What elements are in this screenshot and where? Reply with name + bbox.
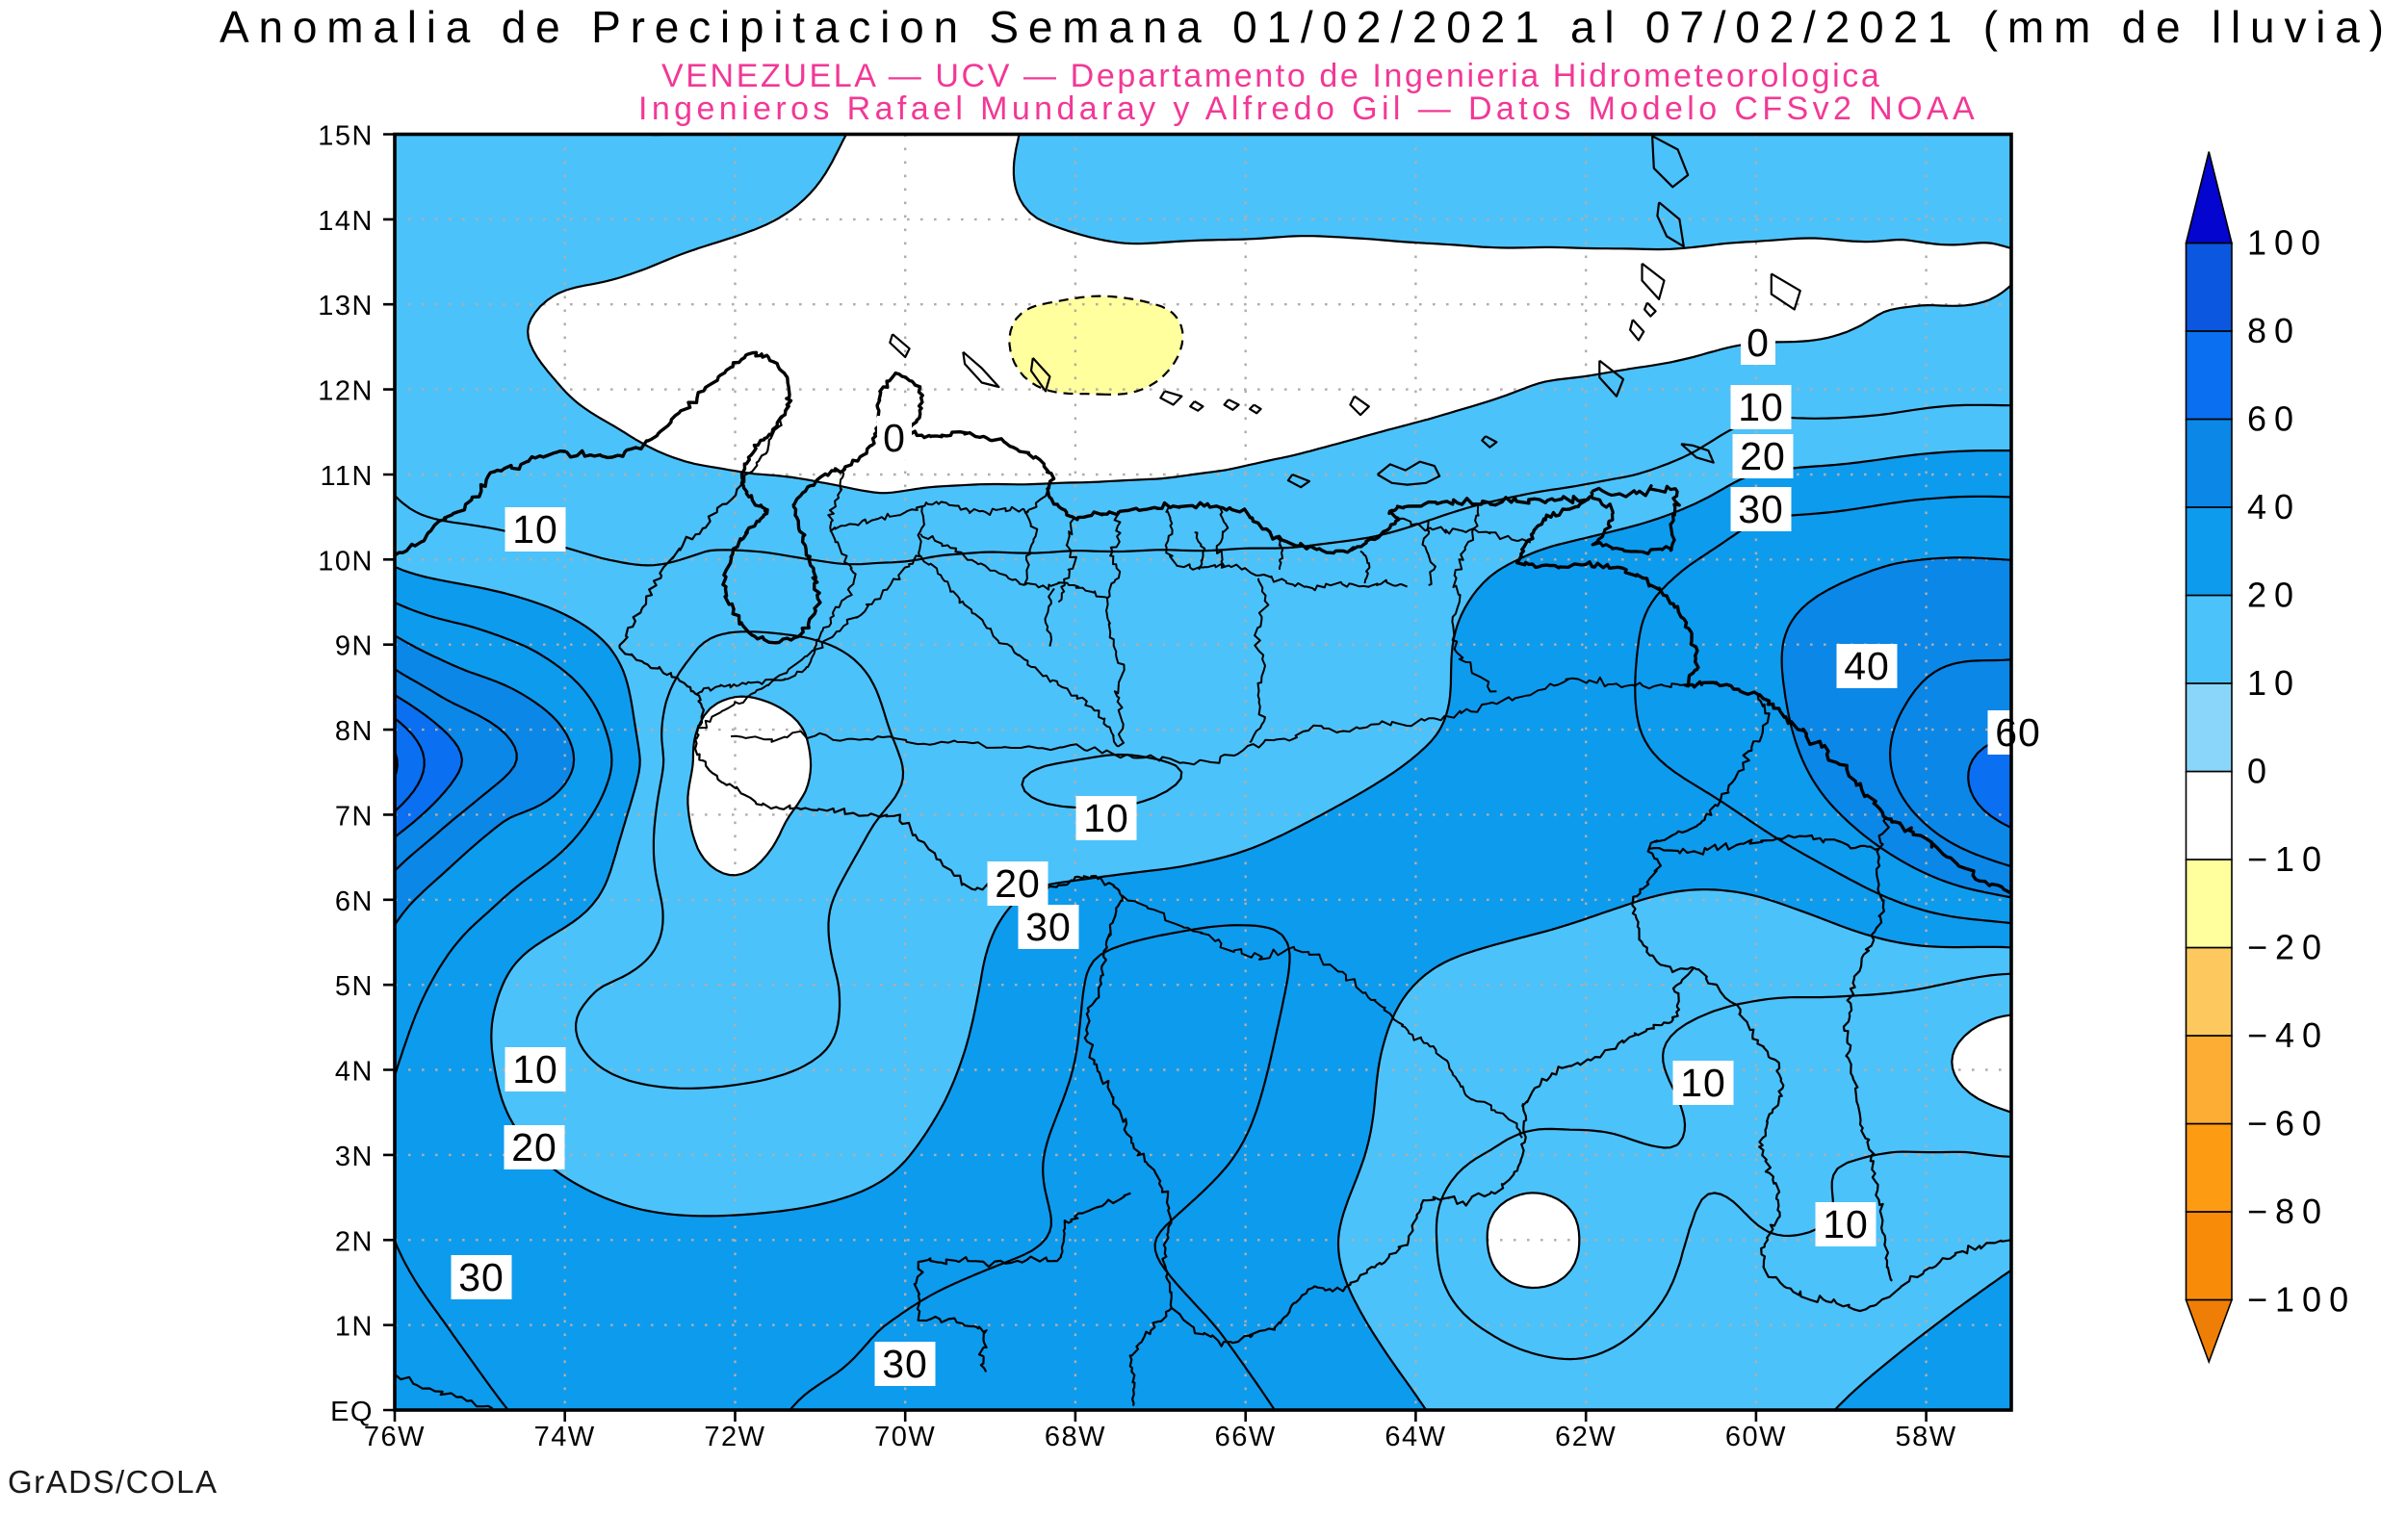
svg-text:15N: 15N: [318, 121, 374, 152]
svg-text:0: 0: [1747, 321, 1770, 365]
svg-text:60W: 60W: [1725, 1422, 1787, 1452]
svg-text:62W: 62W: [1555, 1422, 1617, 1452]
svg-text:4N: 4N: [335, 1057, 374, 1088]
svg-text:−20: −20: [2247, 928, 2329, 967]
svg-text:7N: 7N: [335, 801, 374, 832]
svg-text:100: 100: [2247, 223, 2328, 263]
svg-text:2N: 2N: [335, 1226, 374, 1257]
svg-text:30: 30: [1025, 905, 1072, 949]
svg-text:8N: 8N: [335, 716, 374, 747]
svg-text:GrADS/COLA: GrADS/COLA: [8, 1464, 219, 1500]
svg-text:64W: 64W: [1385, 1422, 1446, 1452]
svg-text:−40: −40: [2247, 1015, 2329, 1055]
svg-text:66W: 66W: [1215, 1422, 1277, 1452]
svg-text:30: 30: [458, 1255, 505, 1299]
svg-text:10: 10: [1823, 1202, 1869, 1246]
svg-text:Anomalia de Precipitacion Sema: Anomalia de Precipitacion Semana 01/02/2…: [220, 2, 2394, 52]
svg-text:−60: −60: [2247, 1104, 2329, 1143]
svg-text:60: 60: [2247, 399, 2301, 439]
svg-text:EQ: EQ: [330, 1397, 374, 1427]
svg-text:10: 10: [1738, 385, 1784, 429]
svg-text:74W: 74W: [534, 1422, 596, 1452]
svg-text:30: 30: [1738, 487, 1784, 531]
svg-text:11N: 11N: [320, 461, 374, 492]
svg-text:5N: 5N: [335, 971, 374, 1002]
svg-text:14N: 14N: [318, 206, 374, 237]
svg-text:76W: 76W: [364, 1422, 426, 1452]
svg-text:40: 40: [1844, 644, 1890, 688]
svg-text:20: 20: [2247, 576, 2301, 615]
svg-text:72W: 72W: [704, 1422, 765, 1452]
svg-text:3N: 3N: [335, 1142, 374, 1172]
svg-text:20: 20: [1740, 434, 1786, 478]
svg-text:12N: 12N: [318, 376, 374, 407]
svg-text:−80: −80: [2247, 1192, 2329, 1231]
svg-text:0: 0: [2247, 752, 2274, 791]
svg-text:10: 10: [512, 1047, 558, 1091]
svg-text:68W: 68W: [1045, 1422, 1106, 1452]
svg-text:70W: 70W: [874, 1422, 936, 1452]
svg-text:60: 60: [1995, 710, 2041, 755]
svg-text:9N: 9N: [335, 631, 374, 662]
svg-text:20: 20: [511, 1125, 557, 1169]
svg-text:10: 10: [1083, 796, 1129, 840]
svg-text:10: 10: [2247, 663, 2301, 703]
svg-text:20: 20: [995, 861, 1041, 906]
svg-text:10: 10: [512, 507, 558, 552]
svg-text:80: 80: [2247, 311, 2301, 350]
svg-text:13N: 13N: [318, 291, 374, 321]
svg-text:6N: 6N: [335, 886, 374, 917]
svg-text:−100: −100: [2247, 1280, 2356, 1320]
svg-text:Ingenieros Rafael Mundaray y A: Ingenieros Rafael Mundaray y Alfredo Gil…: [638, 90, 1979, 127]
svg-text:VENEZUELA — UCV — Departamento: VENEZUELA — UCV — Departamento de Ingeni…: [661, 58, 1881, 94]
svg-text:−10: −10: [2247, 839, 2329, 879]
svg-text:1N: 1N: [335, 1312, 374, 1343]
svg-text:30: 30: [882, 1342, 928, 1386]
svg-text:40: 40: [2247, 487, 2301, 526]
svg-text:10N: 10N: [318, 546, 374, 577]
svg-text:58W: 58W: [1896, 1422, 1957, 1452]
svg-text:0: 0: [883, 416, 906, 460]
svg-text:10: 10: [1680, 1061, 1726, 1105]
